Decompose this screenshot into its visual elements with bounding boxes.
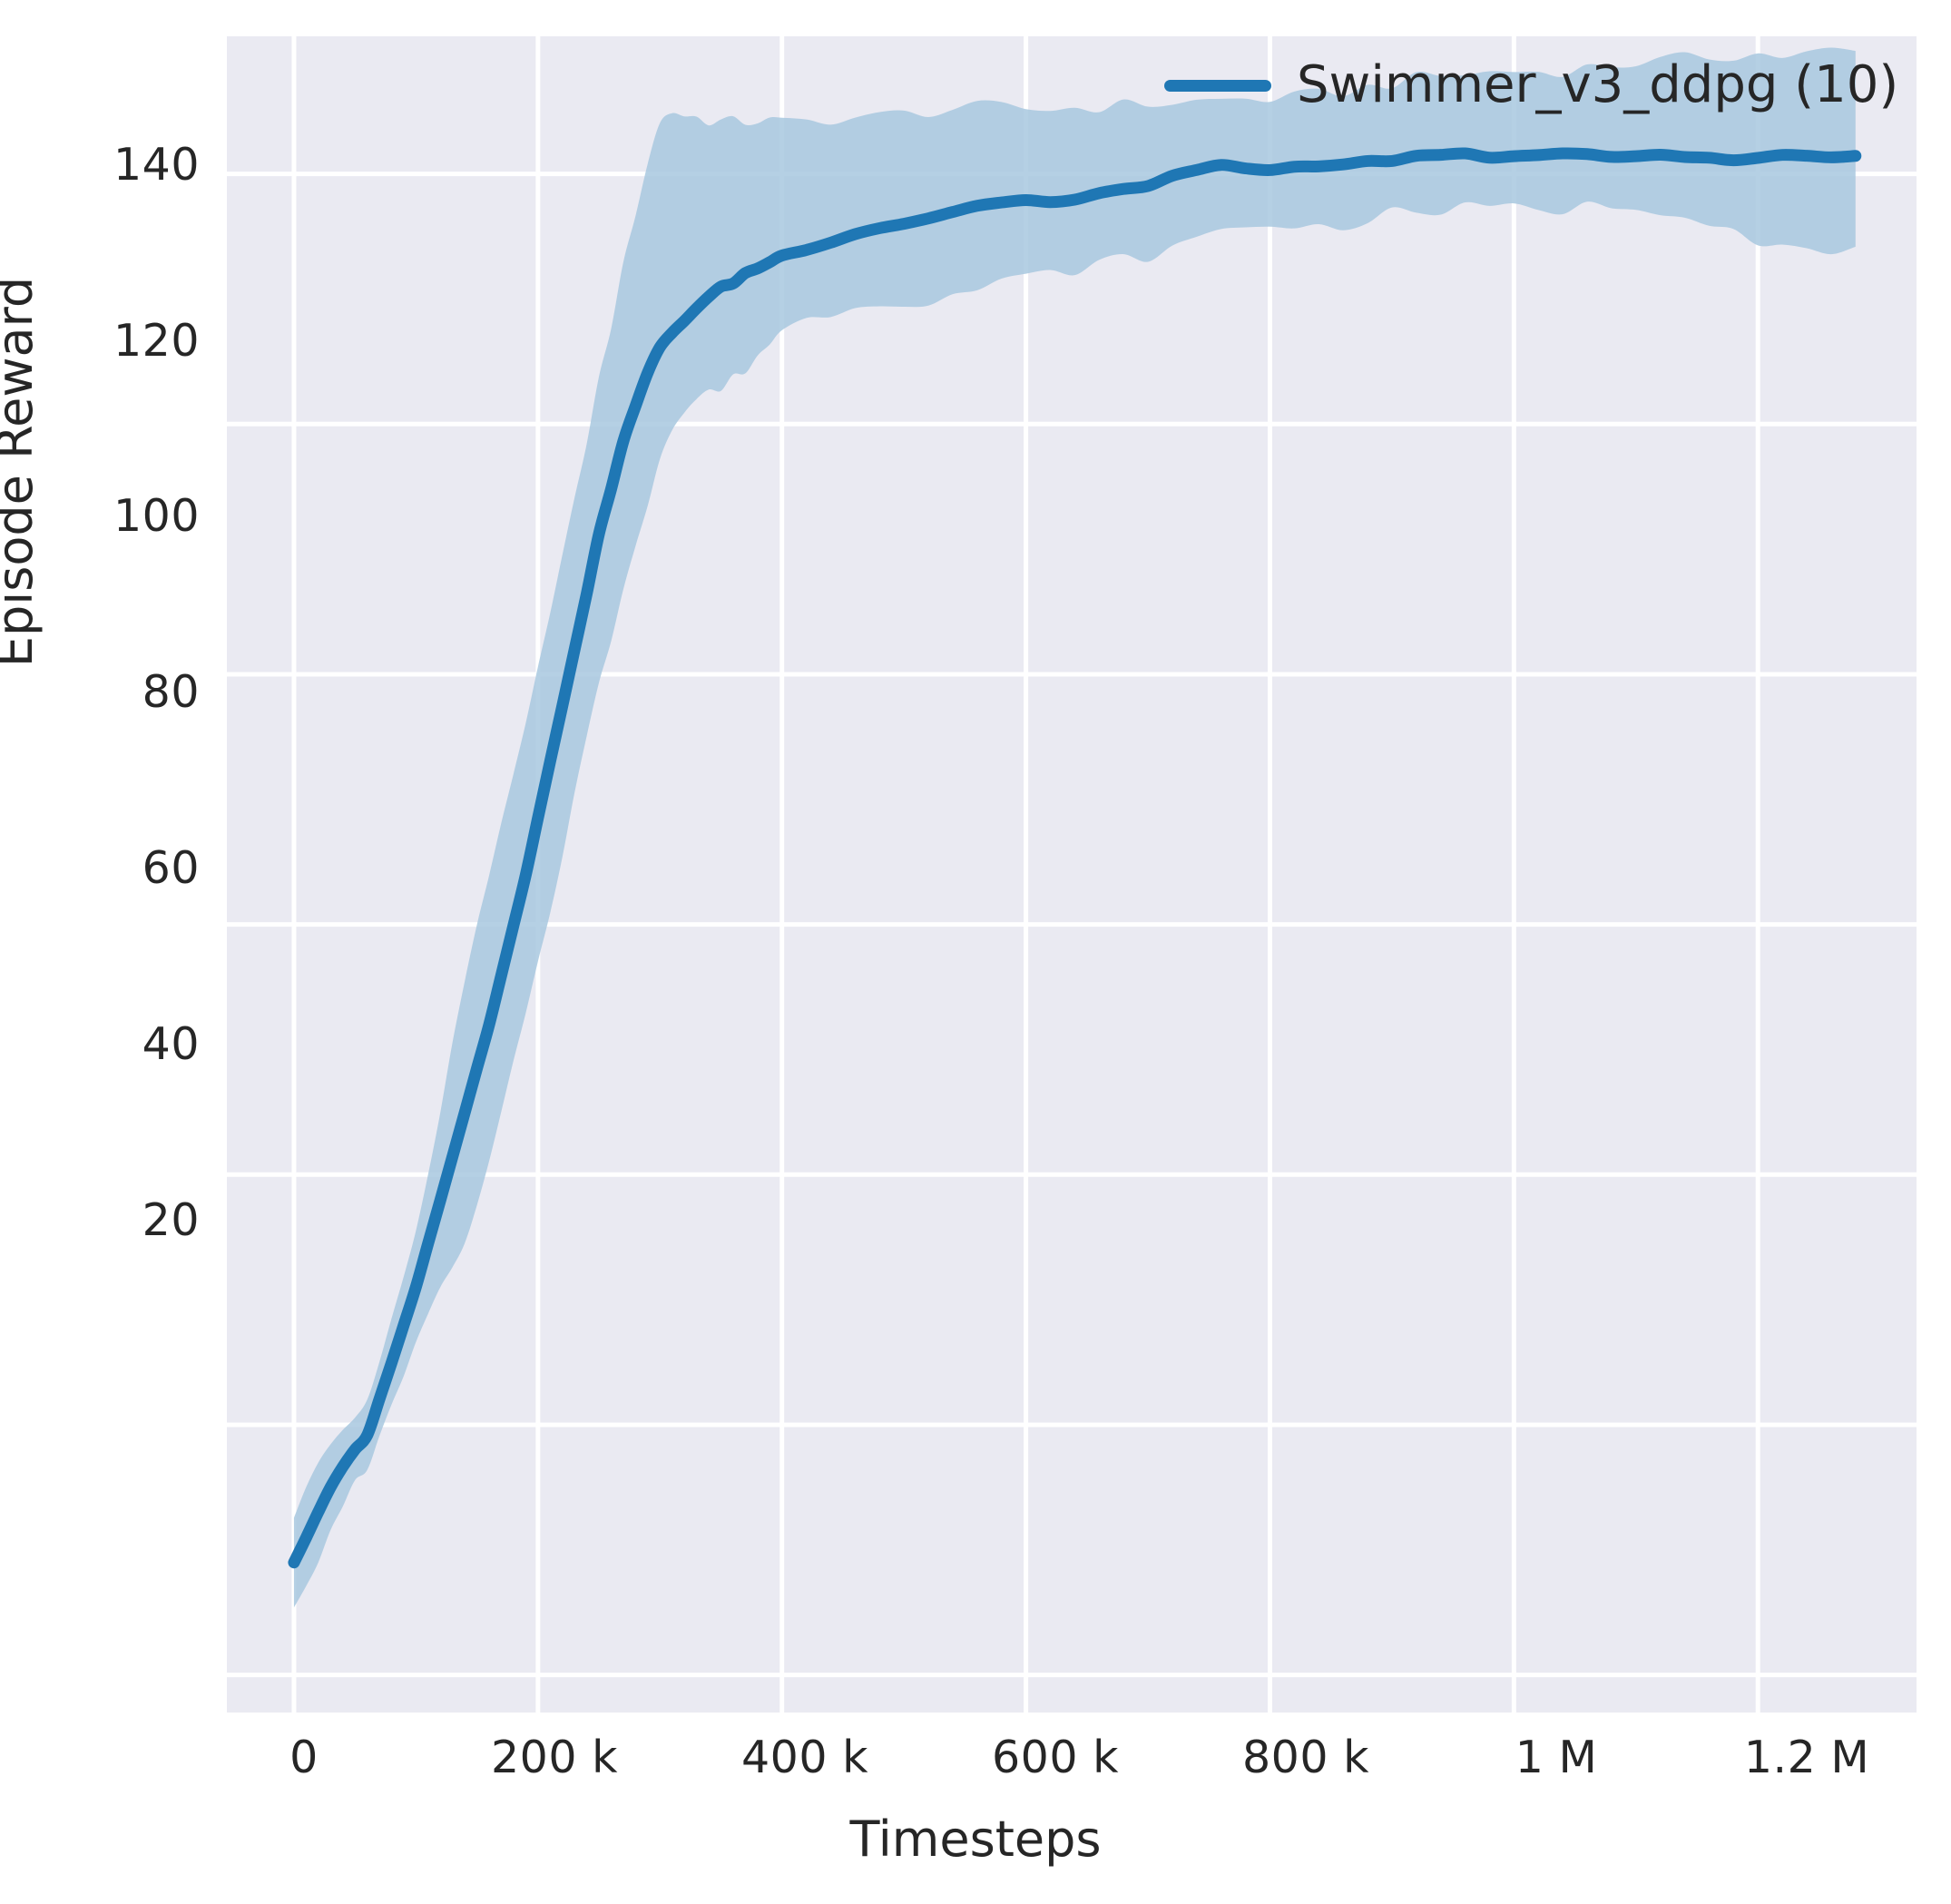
grid-lines (227, 36, 1917, 1713)
legend-entry-label: Swimmer_v3_ddpg (10) (1297, 55, 1899, 114)
legend-line-swatch (1164, 79, 1271, 92)
y-tick-label-120: 120 (113, 315, 200, 367)
x-tick-label-800k: 800 k (1242, 1732, 1369, 1783)
confidence-band (293, 47, 1856, 1608)
y-tick-label-20: 20 (142, 1194, 200, 1246)
x-tick-label-1-2m: 1.2 M (1743, 1732, 1870, 1783)
x-tick-label-0: 0 (289, 1732, 319, 1783)
x-axis-title: Timesteps (849, 1811, 1102, 1868)
y-tick-label-60: 60 (142, 842, 200, 894)
y-tick-label-140: 140 (113, 139, 200, 191)
x-tick-label-1m: 1 M (1515, 1732, 1598, 1783)
y-tick-label-80: 80 (142, 666, 200, 718)
x-tick-label-400k: 400 k (741, 1732, 868, 1783)
x-tick-label-200k: 200 k (491, 1732, 618, 1783)
y-tick-label-100: 100 (113, 490, 200, 542)
y-axis-title: Episode Reward (0, 276, 44, 668)
plot-area-background (227, 36, 1917, 1713)
chart-legend: Swimmer_v3_ddpg (10) (1164, 42, 1898, 129)
y-tick-label-40: 40 (142, 1018, 200, 1070)
series-line-0 (288, 147, 1862, 1569)
x-tick-label-600k: 600 k (992, 1732, 1119, 1783)
y-axis-title-wrapper: Episode Reward (0, 18, 59, 926)
